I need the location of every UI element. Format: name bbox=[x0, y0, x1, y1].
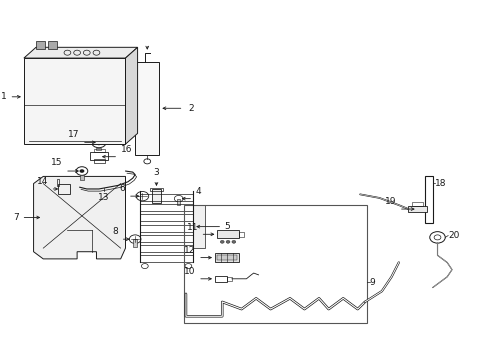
Text: 16: 16 bbox=[121, 145, 132, 154]
Bar bbox=[133, 239, 137, 247]
Bar bbox=[58, 184, 70, 194]
Bar bbox=[226, 276, 231, 281]
Bar bbox=[425, 176, 432, 223]
Text: 19: 19 bbox=[384, 197, 396, 206]
Text: 6: 6 bbox=[120, 184, 125, 193]
Bar bbox=[24, 58, 125, 144]
Text: 12: 12 bbox=[184, 247, 195, 256]
Bar bbox=[140, 194, 193, 201]
Bar bbox=[140, 204, 193, 211]
Bar bbox=[94, 149, 104, 152]
Polygon shape bbox=[125, 47, 137, 144]
Circle shape bbox=[220, 240, 224, 243]
Bar bbox=[57, 179, 59, 186]
Text: 18: 18 bbox=[434, 179, 446, 188]
Text: 17: 17 bbox=[68, 130, 80, 139]
Bar bbox=[215, 253, 239, 262]
Bar bbox=[152, 189, 161, 203]
Bar bbox=[90, 152, 107, 159]
Bar bbox=[140, 225, 193, 232]
Bar bbox=[96, 148, 101, 150]
Polygon shape bbox=[193, 205, 205, 248]
Bar bbox=[407, 206, 426, 212]
Bar bbox=[80, 175, 84, 180]
Bar bbox=[177, 199, 180, 205]
Text: 20: 20 bbox=[447, 231, 459, 240]
Text: 5: 5 bbox=[224, 222, 230, 231]
Bar bbox=[239, 232, 244, 237]
Text: 13: 13 bbox=[98, 193, 109, 202]
Text: 4: 4 bbox=[195, 187, 201, 196]
Text: 8: 8 bbox=[112, 227, 118, 236]
Bar bbox=[140, 255, 193, 262]
Circle shape bbox=[225, 240, 229, 243]
Text: 2: 2 bbox=[188, 104, 194, 113]
Text: 3: 3 bbox=[153, 168, 159, 177]
Bar bbox=[183, 205, 366, 323]
Text: 10: 10 bbox=[184, 267, 195, 276]
Bar bbox=[217, 230, 239, 238]
Text: 9: 9 bbox=[369, 278, 375, 287]
Bar bbox=[135, 62, 159, 155]
Text: 11: 11 bbox=[186, 223, 198, 232]
Text: 7: 7 bbox=[13, 213, 19, 222]
Bar bbox=[411, 202, 422, 206]
Circle shape bbox=[231, 240, 235, 243]
Polygon shape bbox=[24, 47, 137, 58]
Bar bbox=[140, 245, 193, 252]
Circle shape bbox=[80, 169, 84, 173]
Bar bbox=[217, 255, 236, 260]
Polygon shape bbox=[34, 176, 125, 259]
Text: 14: 14 bbox=[37, 177, 48, 186]
Bar bbox=[94, 159, 104, 163]
Bar bbox=[140, 235, 193, 242]
Text: 1: 1 bbox=[1, 92, 7, 101]
Bar bbox=[36, 41, 44, 49]
Bar bbox=[140, 214, 193, 221]
Bar bbox=[150, 188, 163, 191]
Bar bbox=[215, 275, 226, 282]
Text: 15: 15 bbox=[51, 158, 62, 167]
Bar bbox=[48, 41, 57, 49]
